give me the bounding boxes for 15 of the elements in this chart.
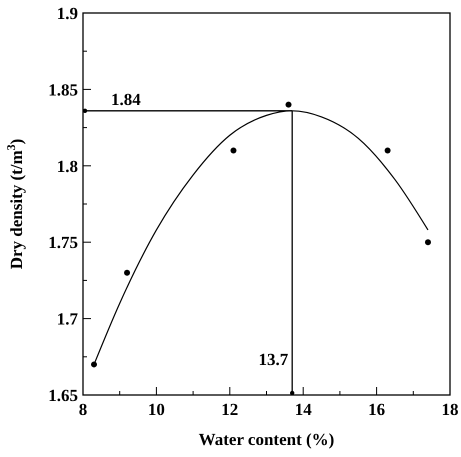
y-tick-label: 1.85	[48, 80, 78, 100]
x-tick-label: 14	[294, 400, 312, 419]
ref-line-label: 13.7	[258, 350, 289, 369]
x-tick-label: 10	[148, 400, 165, 419]
y-tick-label: 1.7	[56, 310, 78, 329]
x-tick-label: 18	[442, 400, 458, 419]
y-tick-label: 1.8	[56, 156, 78, 176]
y-tick-label: 1.9	[56, 4, 78, 23]
ref-line-label: 1.84	[111, 90, 142, 109]
x-tick-label: 8	[78, 400, 88, 419]
x-tick-label: 16	[368, 400, 386, 419]
y-tick-label: 1.65	[48, 386, 78, 405]
x-tick-label: 12	[221, 400, 238, 419]
y-tick-label: 1.75	[48, 233, 78, 252]
x-axis-title: Water content (%)	[198, 430, 334, 449]
